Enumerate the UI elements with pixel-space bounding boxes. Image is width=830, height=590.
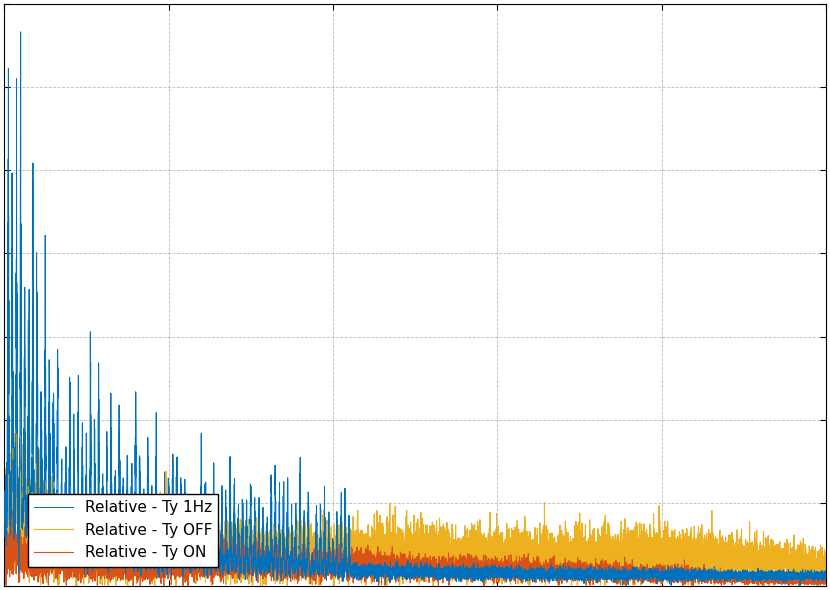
- Relative - Ty 1Hz: [3, 314, 13, 321]
- Relative - Ty OFF: [764, 582, 774, 589]
- Relative - Ty 1Hz: [33, 540, 43, 547]
- Relative - Ty ON: [778, 575, 788, 582]
- Relative - Ty ON: [33, 566, 43, 573]
- Relative - Ty 1Hz: [778, 573, 788, 580]
- Relative - Ty 1Hz: [0, 521, 9, 528]
- Relative - Ty ON: [7, 507, 17, 514]
- Relative - Ty OFF: [0, 477, 9, 484]
- Relative - Ty 1Hz: [160, 540, 170, 547]
- Line: Relative - Ty ON: Relative - Ty ON: [4, 510, 826, 586]
- Relative - Ty ON: [821, 580, 830, 587]
- Relative - Ty OFF: [821, 558, 830, 565]
- Relative - Ty 1Hz: [16, 28, 26, 35]
- Relative - Ty OFF: [12, 409, 22, 416]
- Legend: Relative - Ty 1Hz, Relative - Ty OFF, Relative - Ty ON: Relative - Ty 1Hz, Relative - Ty OFF, Re…: [28, 494, 218, 566]
- Relative - Ty 1Hz: [795, 582, 805, 589]
- Relative - Ty 1Hz: [821, 568, 830, 575]
- Relative - Ty ON: [3, 560, 13, 567]
- Relative - Ty OFF: [33, 521, 43, 528]
- Relative - Ty 1Hz: [48, 395, 58, 402]
- Relative - Ty ON: [160, 555, 170, 562]
- Relative - Ty ON: [554, 582, 564, 589]
- Line: Relative - Ty OFF: Relative - Ty OFF: [4, 412, 826, 586]
- Line: Relative - Ty 1Hz: Relative - Ty 1Hz: [4, 32, 826, 586]
- Relative - Ty ON: [401, 563, 411, 571]
- Relative - Ty OFF: [3, 526, 13, 533]
- Relative - Ty OFF: [778, 559, 788, 566]
- Relative - Ty 1Hz: [401, 575, 411, 582]
- Relative - Ty OFF: [48, 502, 58, 509]
- Relative - Ty ON: [0, 543, 9, 550]
- Relative - Ty OFF: [401, 568, 411, 575]
- Relative - Ty ON: [48, 565, 58, 572]
- Relative - Ty OFF: [160, 562, 170, 569]
